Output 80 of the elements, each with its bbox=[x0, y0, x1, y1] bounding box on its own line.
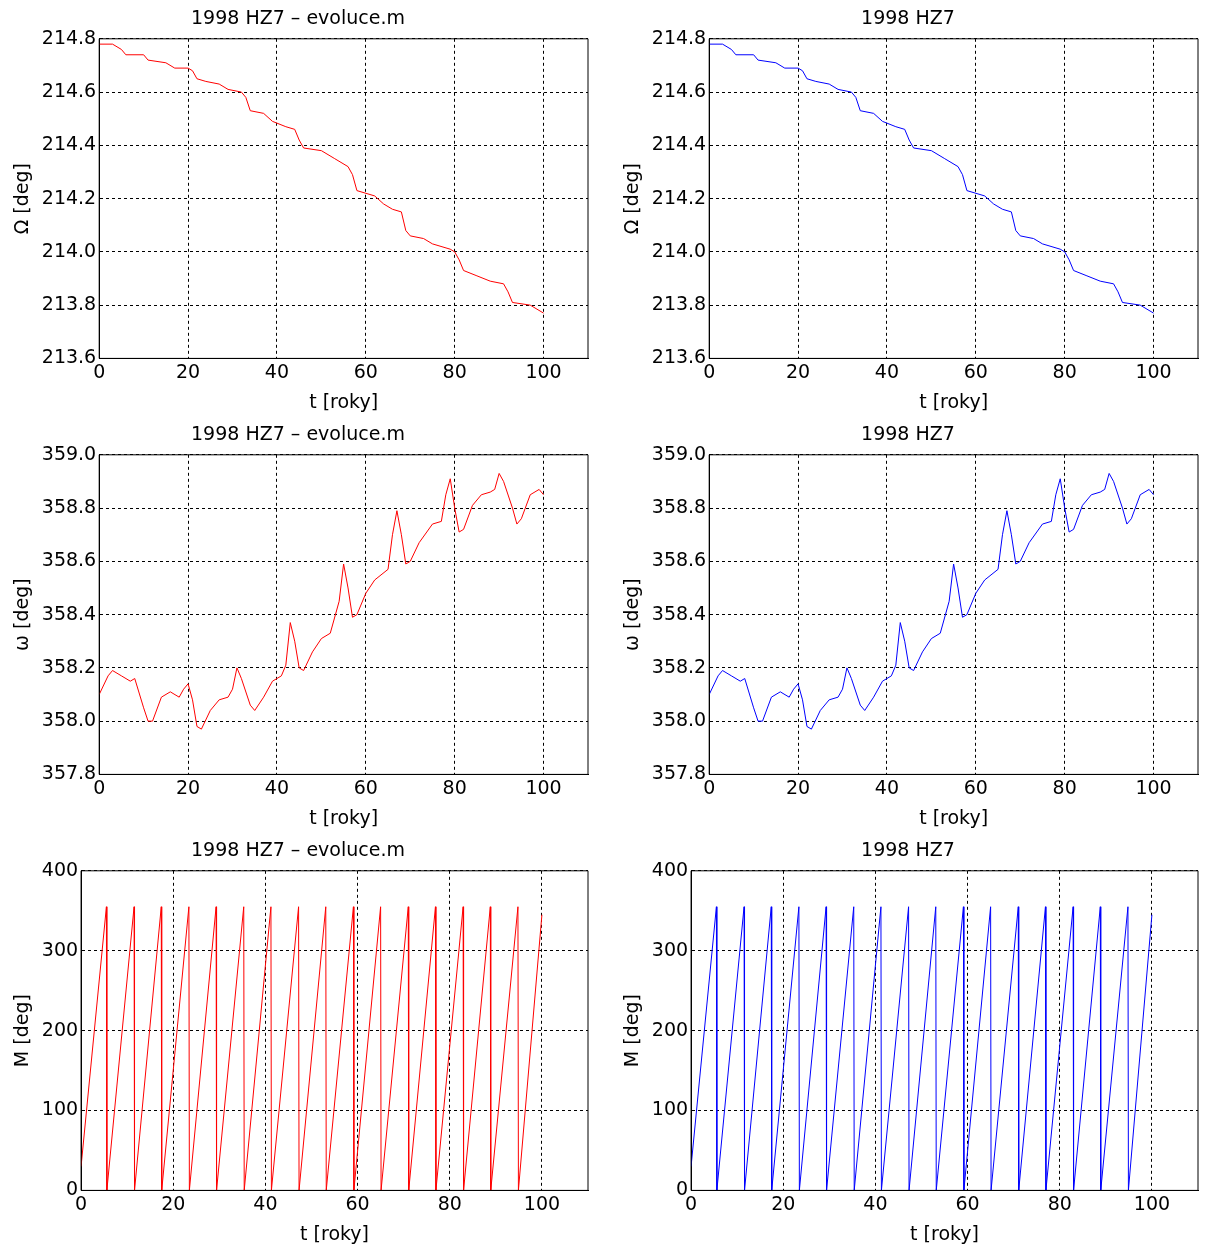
x-axis-title: t [roky] bbox=[309, 805, 379, 828]
y-tick-label: 214.4 bbox=[41, 132, 97, 155]
y-tick-label: 358.2 bbox=[41, 654, 97, 677]
y-tick-label: 100 bbox=[651, 1097, 689, 1120]
y-tick-label: 358.4 bbox=[41, 601, 97, 624]
x-tick-label: 20 bbox=[175, 359, 201, 382]
y-axis-title: ω [deg] bbox=[620, 578, 643, 651]
y-tick-label: 100 bbox=[41, 1097, 79, 1120]
chart-title: 1998 HZ7 bbox=[861, 422, 955, 445]
x-tick-label: 40 bbox=[264, 775, 290, 798]
y-tick-label: 213.8 bbox=[41, 292, 97, 315]
x-tick-label: 100 bbox=[1135, 359, 1172, 382]
x-tick-label: 80 bbox=[1047, 1191, 1072, 1214]
x-tick-label: 80 bbox=[437, 1191, 462, 1214]
x-tick-label: 60 bbox=[353, 775, 378, 798]
x-tick-label: 40 bbox=[874, 775, 900, 798]
x-tick-label: 80 bbox=[442, 359, 467, 382]
y-tick-label: 300 bbox=[651, 937, 689, 960]
y-tick-label: 300 bbox=[41, 937, 79, 960]
x-tick-label: 100 bbox=[523, 1191, 561, 1214]
x-tick-label: 40 bbox=[874, 359, 900, 382]
y-tick-label: 358.2 bbox=[651, 654, 707, 677]
x-tick-label: 40 bbox=[863, 1191, 888, 1214]
x-tick-label: 80 bbox=[1052, 359, 1077, 382]
x-tick-label: 20 bbox=[785, 775, 811, 798]
x-tick-label: 20 bbox=[161, 1191, 186, 1214]
x-axis-title: t [roky] bbox=[919, 389, 989, 412]
y-tick-label: 358.6 bbox=[651, 548, 707, 571]
y-axis-title: M [deg] bbox=[620, 994, 643, 1068]
y-tick-label: 214.2 bbox=[41, 185, 97, 208]
y-tick-label: 213.8 bbox=[651, 292, 707, 315]
y-tick-label: 358.0 bbox=[651, 708, 707, 731]
y-tick-label: 359.0 bbox=[41, 441, 97, 464]
y-tick-label: 359.0 bbox=[651, 441, 707, 464]
x-tick-label: 20 bbox=[771, 1191, 796, 1214]
x-tick-label: 60 bbox=[963, 359, 988, 382]
y-tick-label: 400 bbox=[651, 857, 689, 880]
y-tick-label: 214.8 bbox=[41, 25, 97, 48]
y-tick-label: 214.4 bbox=[651, 132, 707, 155]
y-tick-label: 358.6 bbox=[41, 548, 97, 571]
y-axis-title: Ω [deg] bbox=[10, 163, 33, 235]
x-tick-label: 40 bbox=[264, 359, 290, 382]
x-tick-label: 20 bbox=[175, 775, 201, 798]
y-tick-label: 214.0 bbox=[651, 238, 707, 261]
x-axis-title: t [roky] bbox=[919, 805, 989, 828]
chart-title: 1998 HZ7 – evoluce.m bbox=[191, 6, 405, 29]
y-tick-label: 214.0 bbox=[41, 238, 97, 261]
y-tick-label: 200 bbox=[41, 1017, 79, 1040]
y-tick-label: 400 bbox=[41, 857, 79, 880]
y-tick-label: 214.2 bbox=[651, 185, 707, 208]
x-tick-label: 60 bbox=[353, 359, 378, 382]
x-tick-label: 80 bbox=[1052, 775, 1077, 798]
x-tick-label: 100 bbox=[525, 359, 562, 382]
y-axis-title: Ω [deg] bbox=[620, 163, 643, 235]
x-axis-title: t [roky] bbox=[300, 1221, 369, 1244]
y-tick-label: 214.6 bbox=[651, 79, 707, 101]
x-tick-label: 80 bbox=[442, 775, 467, 798]
y-tick-label: 358.8 bbox=[41, 495, 97, 517]
y-tick-label: 200 bbox=[651, 1017, 689, 1040]
chart-title: 1998 HZ7 – evoluce.m bbox=[191, 422, 405, 445]
x-tick-label: 60 bbox=[345, 1191, 370, 1214]
x-axis-title: t [roky] bbox=[910, 1221, 979, 1244]
chart-title: 1998 HZ7 bbox=[861, 838, 955, 861]
y-tick-label: 358.0 bbox=[41, 708, 97, 731]
x-tick-label: 100 bbox=[525, 775, 562, 798]
x-tick-label: 100 bbox=[1135, 775, 1172, 798]
y-tick-label: 214.6 bbox=[41, 79, 97, 101]
x-tick-label: 40 bbox=[253, 1191, 278, 1214]
y-axis-title: ω [deg] bbox=[10, 578, 33, 651]
x-tick-label: 20 bbox=[785, 359, 811, 382]
y-tick-label: 358.8 bbox=[651, 495, 707, 517]
y-tick-label: 214.8 bbox=[651, 25, 707, 48]
chart-title: 1998 HZ7 bbox=[861, 6, 955, 29]
y-tick-label: 358.4 bbox=[651, 601, 707, 624]
y-axis-title: M [deg] bbox=[10, 994, 33, 1068]
x-tick-label: 60 bbox=[955, 1191, 980, 1214]
x-axis-title: t [roky] bbox=[309, 389, 379, 412]
x-tick-label: 100 bbox=[1133, 1191, 1171, 1214]
chart-title: 1998 HZ7 – evoluce.m bbox=[191, 838, 405, 861]
x-tick-label: 60 bbox=[963, 775, 988, 798]
